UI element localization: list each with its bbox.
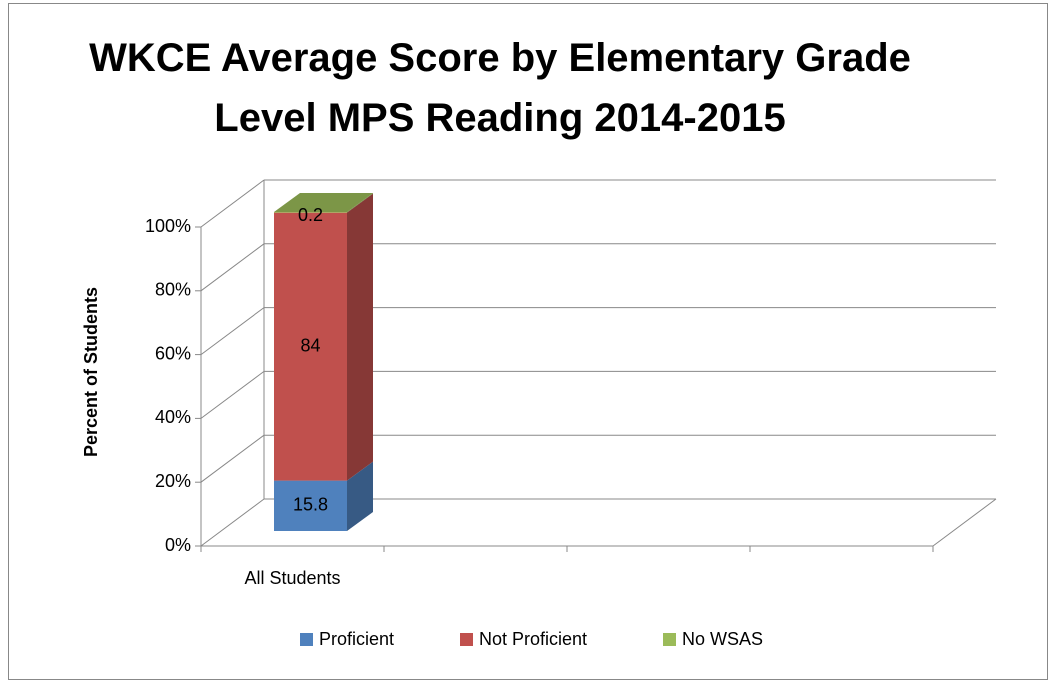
- y-tick-label: 60%: [155, 343, 191, 363]
- data-label: 0.2: [298, 205, 323, 225]
- bar: [274, 212, 347, 213]
- bar-side: [347, 193, 373, 481]
- data-label: 15.8: [293, 495, 328, 515]
- grid-line: [200, 179, 265, 228]
- y-tick-label: 20%: [155, 471, 191, 491]
- data-label: 84: [300, 335, 320, 355]
- bar: [274, 480, 347, 531]
- grid-line: [200, 370, 265, 419]
- x-tick-label: All Students: [244, 568, 340, 588]
- legend-swatch: [300, 633, 313, 646]
- legend-swatch: [663, 633, 676, 646]
- y-tick-label: 0%: [165, 535, 191, 555]
- grid-line: [200, 307, 265, 356]
- legend-label: No WSAS: [682, 629, 763, 649]
- chart-frame: [8, 3, 1048, 680]
- floor-edge: [932, 498, 997, 547]
- y-tick-label: 40%: [155, 407, 191, 427]
- grid-line: [200, 243, 265, 292]
- y-axis-label: Percent of Students: [81, 287, 101, 457]
- legend-swatch: [460, 633, 473, 646]
- grid-line: [200, 434, 265, 483]
- legend-label: Proficient: [319, 629, 394, 649]
- legend-label: Not Proficient: [479, 629, 587, 649]
- grid-line: [200, 498, 265, 547]
- bar-top: [274, 193, 373, 212]
- bar-side: [347, 461, 373, 531]
- y-tick-label: 100%: [145, 216, 191, 236]
- y-tick-label: 80%: [155, 280, 191, 300]
- bar: [274, 212, 347, 481]
- bar-side: [347, 193, 373, 213]
- chart-title: WKCE Average Score by Elementary Grade Le…: [89, 36, 911, 140]
